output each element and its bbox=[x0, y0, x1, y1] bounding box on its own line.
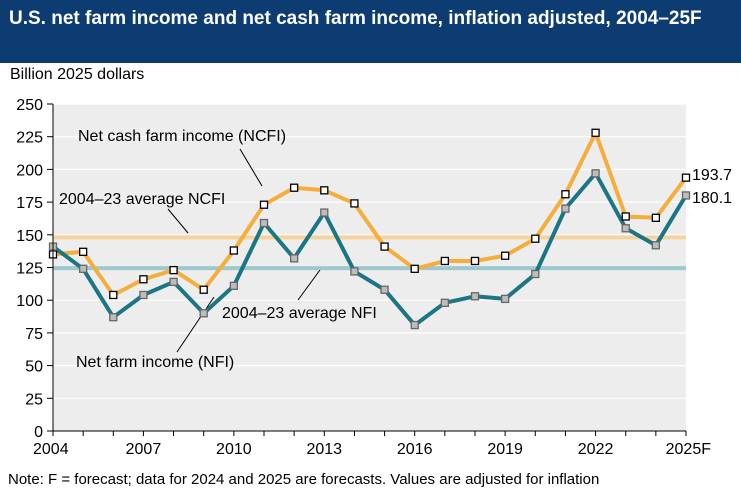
ncfi-point-2025 bbox=[681, 173, 691, 182]
nfi-point-2006 bbox=[109, 313, 118, 322]
nfi-point-2018 bbox=[470, 292, 480, 301]
ncfi-point-2024 bbox=[651, 213, 661, 222]
avg-nfi-leader bbox=[297, 269, 321, 301]
ncfi-point-2017 bbox=[440, 256, 450, 266]
avg-ncfi-leader bbox=[167, 208, 189, 234]
average-lines bbox=[53, 235, 686, 271]
axes bbox=[47, 103, 687, 436]
nfi-point-2007 bbox=[139, 290, 148, 300]
annotations: Net cash farm income (NCFI) 2004–23 aver… bbox=[59, 128, 732, 371]
y-axis-unit-label: Billion 2025 dollars bbox=[10, 66, 145, 83]
ncfi-leader bbox=[239, 148, 263, 187]
y-tick-label-75: 75 bbox=[25, 326, 43, 343]
ncfi-point-2019 bbox=[500, 251, 510, 260]
y-tick-label-50: 50 bbox=[25, 359, 43, 376]
nfi-point-2023 bbox=[621, 224, 630, 233]
ncfi-point-2023 bbox=[621, 212, 630, 221]
y-tick-label-200: 200 bbox=[16, 162, 43, 179]
y-tick-label-250: 250 bbox=[16, 97, 43, 114]
nfi-annotation: Net farm income (NFI) bbox=[76, 354, 234, 371]
nfi-point-2010 bbox=[229, 281, 239, 290]
nfi-point-2015 bbox=[380, 285, 389, 294]
ncfi-point-2020 bbox=[531, 234, 540, 243]
chart-note: Note: F = forecast; data for 2024 and 20… bbox=[8, 471, 600, 488]
x-tick-label-2004: 2004 bbox=[33, 441, 69, 458]
annotation-leaders bbox=[167, 148, 321, 353]
y-tick-label-0: 0 bbox=[34, 424, 43, 441]
nfi-point-2011 bbox=[259, 218, 269, 228]
x-tick-label-2019: 2019 bbox=[487, 441, 523, 458]
nfi-line bbox=[51, 171, 688, 328]
y-tick-label-150: 150 bbox=[16, 228, 43, 245]
nfi-point-2009 bbox=[199, 309, 208, 318]
title-bar: U.S. net farm income and net cash farm i… bbox=[0, 0, 741, 63]
ncfi-point-2007 bbox=[139, 275, 148, 284]
x-tick-label-2010: 2010 bbox=[216, 441, 252, 458]
nfi-point-2025 bbox=[681, 191, 691, 200]
nfi-end-label: 180.1 bbox=[692, 190, 732, 207]
ncfi-point-2021 bbox=[561, 190, 570, 199]
ncfi-point-2016 bbox=[410, 264, 419, 273]
ncfi-point-2008 bbox=[169, 265, 178, 275]
nfi-point-2013 bbox=[320, 208, 329, 217]
ncfi-point-2022 bbox=[591, 128, 600, 137]
y-tick-label-100: 100 bbox=[16, 293, 43, 310]
nfi-point-2014 bbox=[350, 267, 359, 276]
x-tick-label-2025F: 2025F bbox=[666, 441, 712, 458]
ncfi-point-2010 bbox=[229, 246, 239, 255]
nfi-point-2021 bbox=[561, 204, 570, 213]
nfi-point-2022 bbox=[591, 169, 600, 178]
y-tick-label-25: 25 bbox=[25, 391, 43, 408]
x-tick-label-2007: 2007 bbox=[126, 441, 162, 458]
series-lines bbox=[51, 130, 688, 328]
nfi-point-2016 bbox=[410, 320, 419, 330]
x-tick-label-2022: 2022 bbox=[578, 441, 614, 458]
nfi-leader bbox=[176, 296, 215, 353]
x-tick-labels: 2004 2007 2010 2013 2016 2019 2022 2025F bbox=[33, 441, 711, 458]
ncfi-point-2006 bbox=[109, 290, 118, 300]
chart-title: U.S. net farm income and net cash farm i… bbox=[9, 8, 702, 29]
nfi-point-2019 bbox=[500, 294, 510, 304]
avg-nfi-annotation: 2004–23 average NFI bbox=[222, 305, 377, 322]
ncfi-point-2015 bbox=[380, 242, 389, 251]
nfi-point-2024 bbox=[651, 241, 661, 250]
nfi-point-2005 bbox=[78, 264, 88, 273]
ncfi-point-2009 bbox=[199, 285, 208, 294]
nfi-point-2008 bbox=[169, 277, 178, 287]
ncfi-point-2013 bbox=[320, 186, 329, 195]
nfi-point-2020 bbox=[531, 269, 540, 279]
nfi-point-2012 bbox=[289, 254, 299, 263]
nfi-point-2017 bbox=[440, 298, 450, 307]
x-tick-label-2013: 2013 bbox=[306, 441, 342, 458]
ncfi-end-label: 193.7 bbox=[692, 167, 732, 184]
ncfi-point-2018 bbox=[470, 256, 480, 266]
ncfi-line bbox=[52, 130, 688, 297]
x-tick-label-2016: 2016 bbox=[397, 441, 433, 458]
ncfi-point-2012 bbox=[289, 183, 299, 192]
ncfi-point-2011 bbox=[259, 200, 269, 209]
y-tick-label-125: 125 bbox=[16, 261, 43, 278]
ncfi-point-2005 bbox=[78, 247, 88, 256]
y-tick-label-225: 225 bbox=[16, 130, 43, 147]
y-tick-labels: 0 25 50 75 100 125 150 175 200 225 250 bbox=[16, 97, 43, 441]
y-tick-label-175: 175 bbox=[16, 195, 43, 212]
ncfi-annotation: Net cash farm income (NCFI) bbox=[78, 128, 286, 145]
series-markers bbox=[48, 128, 691, 330]
avg-ncfi-annotation: 2004–23 average NCFI bbox=[59, 191, 225, 208]
ncfi-point-2014 bbox=[350, 199, 359, 208]
